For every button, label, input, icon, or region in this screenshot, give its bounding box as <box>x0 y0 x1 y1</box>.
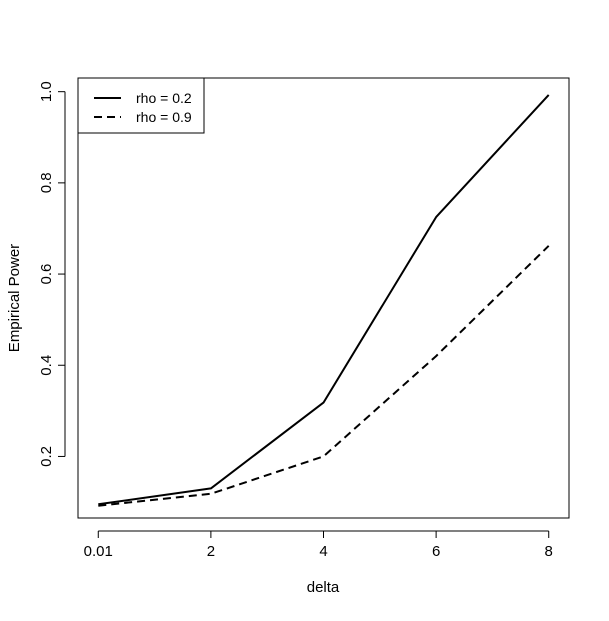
legend-box <box>77 77 205 134</box>
x-axis-label: delta <box>307 579 340 596</box>
y-tick-label: 0.6 <box>38 264 55 285</box>
x-axis: 0.01 2 4 6 8 <box>84 530 553 560</box>
x-tick-label: 2 <box>207 543 215 560</box>
y-tick-label: 0.4 <box>38 355 55 376</box>
x-tick-label: 4 <box>319 543 327 560</box>
series-line-rho-0-9 <box>98 245 550 507</box>
x-tick-label: 8 <box>545 543 553 560</box>
y-tick-label: 0.2 <box>38 446 55 467</box>
x-tick-label: 0.01 <box>84 543 113 560</box>
x-tick-label: 6 <box>432 543 440 560</box>
y-axis: 0.2 0.4 0.6 0.8 1.0 <box>38 81 66 467</box>
y-tick-label: 1.0 <box>38 81 55 102</box>
y-axis-label: Empirical Power <box>6 244 23 352</box>
legend-label-rho-0-2: rho = 0.2 <box>136 90 192 106</box>
series-line-rho-0-2 <box>98 94 550 506</box>
y-tick-label: 0.8 <box>38 172 55 193</box>
plot-frame <box>77 77 570 519</box>
legend: rho = 0.2 rho = 0.9 <box>77 77 205 134</box>
series-layer <box>98 94 550 507</box>
legend-label-rho-0-9: rho = 0.9 <box>136 109 192 125</box>
